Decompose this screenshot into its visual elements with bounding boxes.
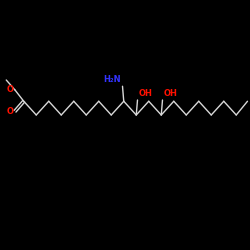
Text: O: O	[6, 107, 13, 116]
Text: O: O	[6, 86, 13, 94]
Text: OH: OH	[138, 89, 152, 98]
Text: OH: OH	[163, 89, 177, 98]
Text: H₂N: H₂N	[103, 75, 120, 84]
